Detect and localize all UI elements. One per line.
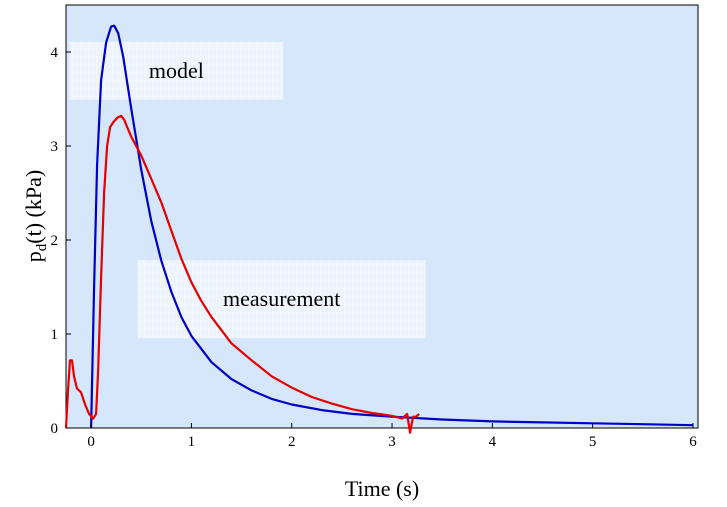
x-tick-label: 0 [87, 434, 95, 450]
y-tick-label: 1 [51, 327, 59, 343]
x-tick-label: 4 [489, 434, 497, 450]
y-axis-title-subscript: d [34, 243, 50, 251]
annotation-label-1: measurement [223, 286, 340, 311]
y-axis-title: pd(t) (kPa) [21, 170, 50, 262]
x-tick-label: 2 [288, 434, 296, 450]
x-axis-title: Time (s) [345, 476, 419, 501]
y-tick-label: 2 [51, 233, 59, 249]
series-line-0 [90, 24, 694, 429]
axis-layer: 0 1 2 3 4 5 6 0 1 2 3 4 [51, 45, 698, 450]
y-axis-title-main: p [21, 251, 46, 262]
annotation-label-0: model [149, 58, 204, 83]
y-tick-label: 4 [51, 45, 59, 61]
x-tick-label: 3 [388, 434, 396, 450]
y-axis-title-rest: (t) (kPa) [21, 170, 46, 244]
x-tick-label: 6 [689, 434, 697, 450]
x-tick-label: 5 [589, 434, 597, 450]
series-layer [64, 24, 694, 434]
x-tick-label: 1 [188, 434, 196, 450]
y-tick-label: 0 [51, 421, 59, 437]
y-tick-label: 3 [51, 139, 59, 155]
series-line-1 [64, 114, 420, 434]
